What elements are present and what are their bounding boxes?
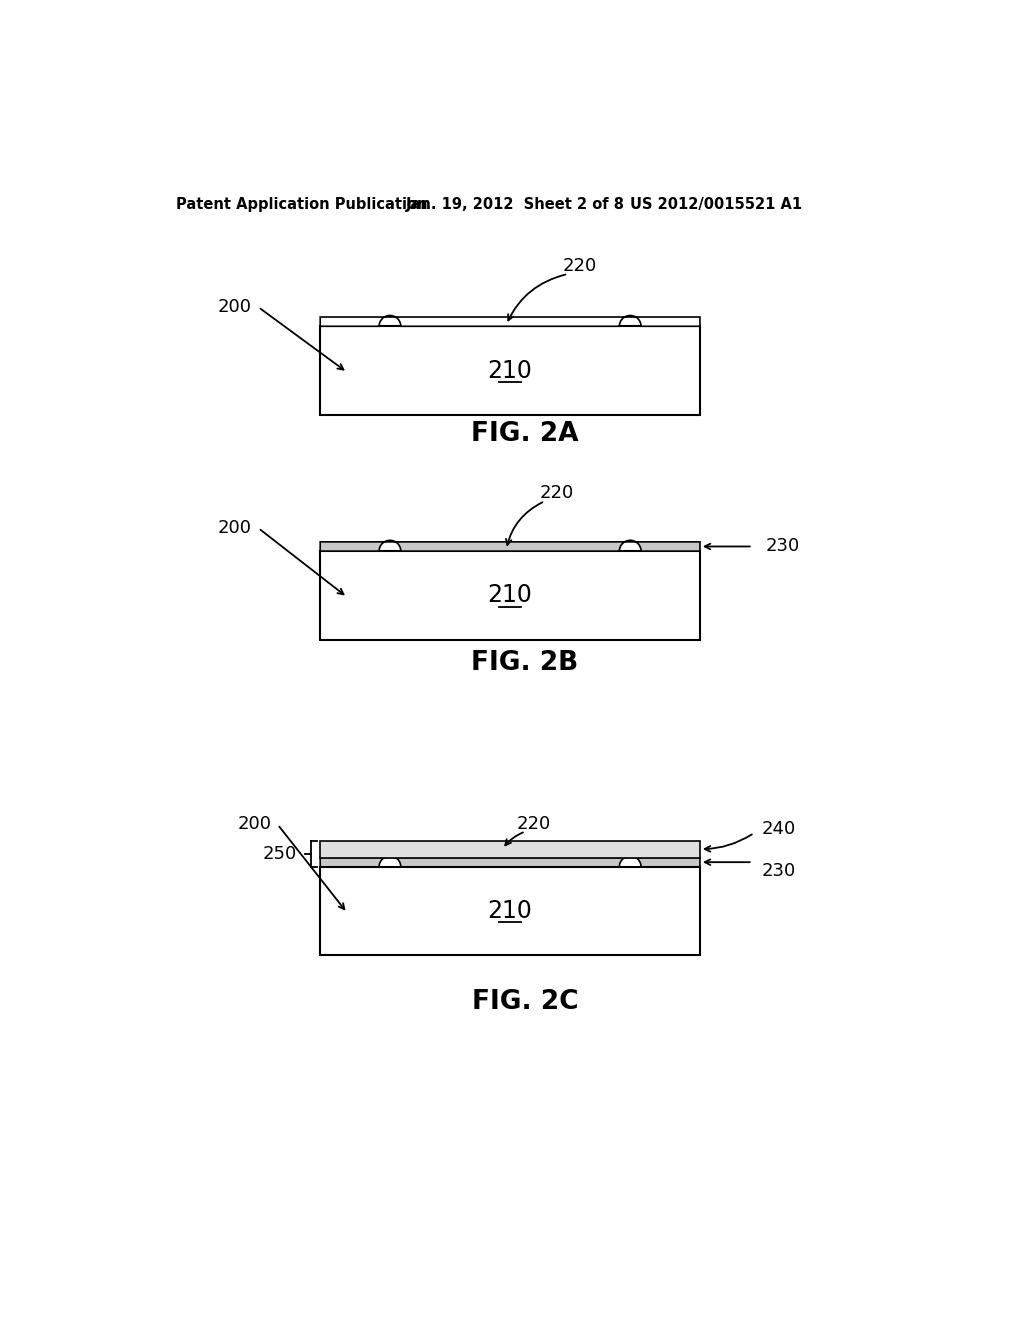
Text: Patent Application Publication: Patent Application Publication [176,197,428,213]
Bar [321,841,700,858]
PathPatch shape [321,857,700,867]
Text: 200: 200 [238,816,271,833]
Text: 230: 230 [766,537,800,556]
Text: 210: 210 [487,583,532,607]
Text: 250: 250 [263,845,297,863]
PathPatch shape [321,315,700,326]
Text: Jan. 19, 2012  Sheet 2 of 8: Jan. 19, 2012 Sheet 2 of 8 [406,197,625,213]
Text: US 2012/0015521 A1: US 2012/0015521 A1 [630,197,803,213]
PathPatch shape [321,540,700,552]
Text: FIG. 2A: FIG. 2A [471,421,579,447]
Text: 210: 210 [487,359,532,383]
Text: 220: 220 [516,814,551,833]
Text: 200: 200 [218,298,252,315]
Text: 200: 200 [218,519,252,537]
Text: 220: 220 [540,484,573,503]
Bar [321,552,700,640]
Text: 210: 210 [487,899,532,923]
Bar [321,326,700,414]
Text: FIG. 2B: FIG. 2B [471,649,579,676]
Text: 230: 230 [762,862,797,880]
Text: FIG. 2C: FIG. 2C [471,989,579,1015]
Bar [321,867,700,956]
Text: 220: 220 [563,257,597,275]
Text: 240: 240 [762,820,797,838]
